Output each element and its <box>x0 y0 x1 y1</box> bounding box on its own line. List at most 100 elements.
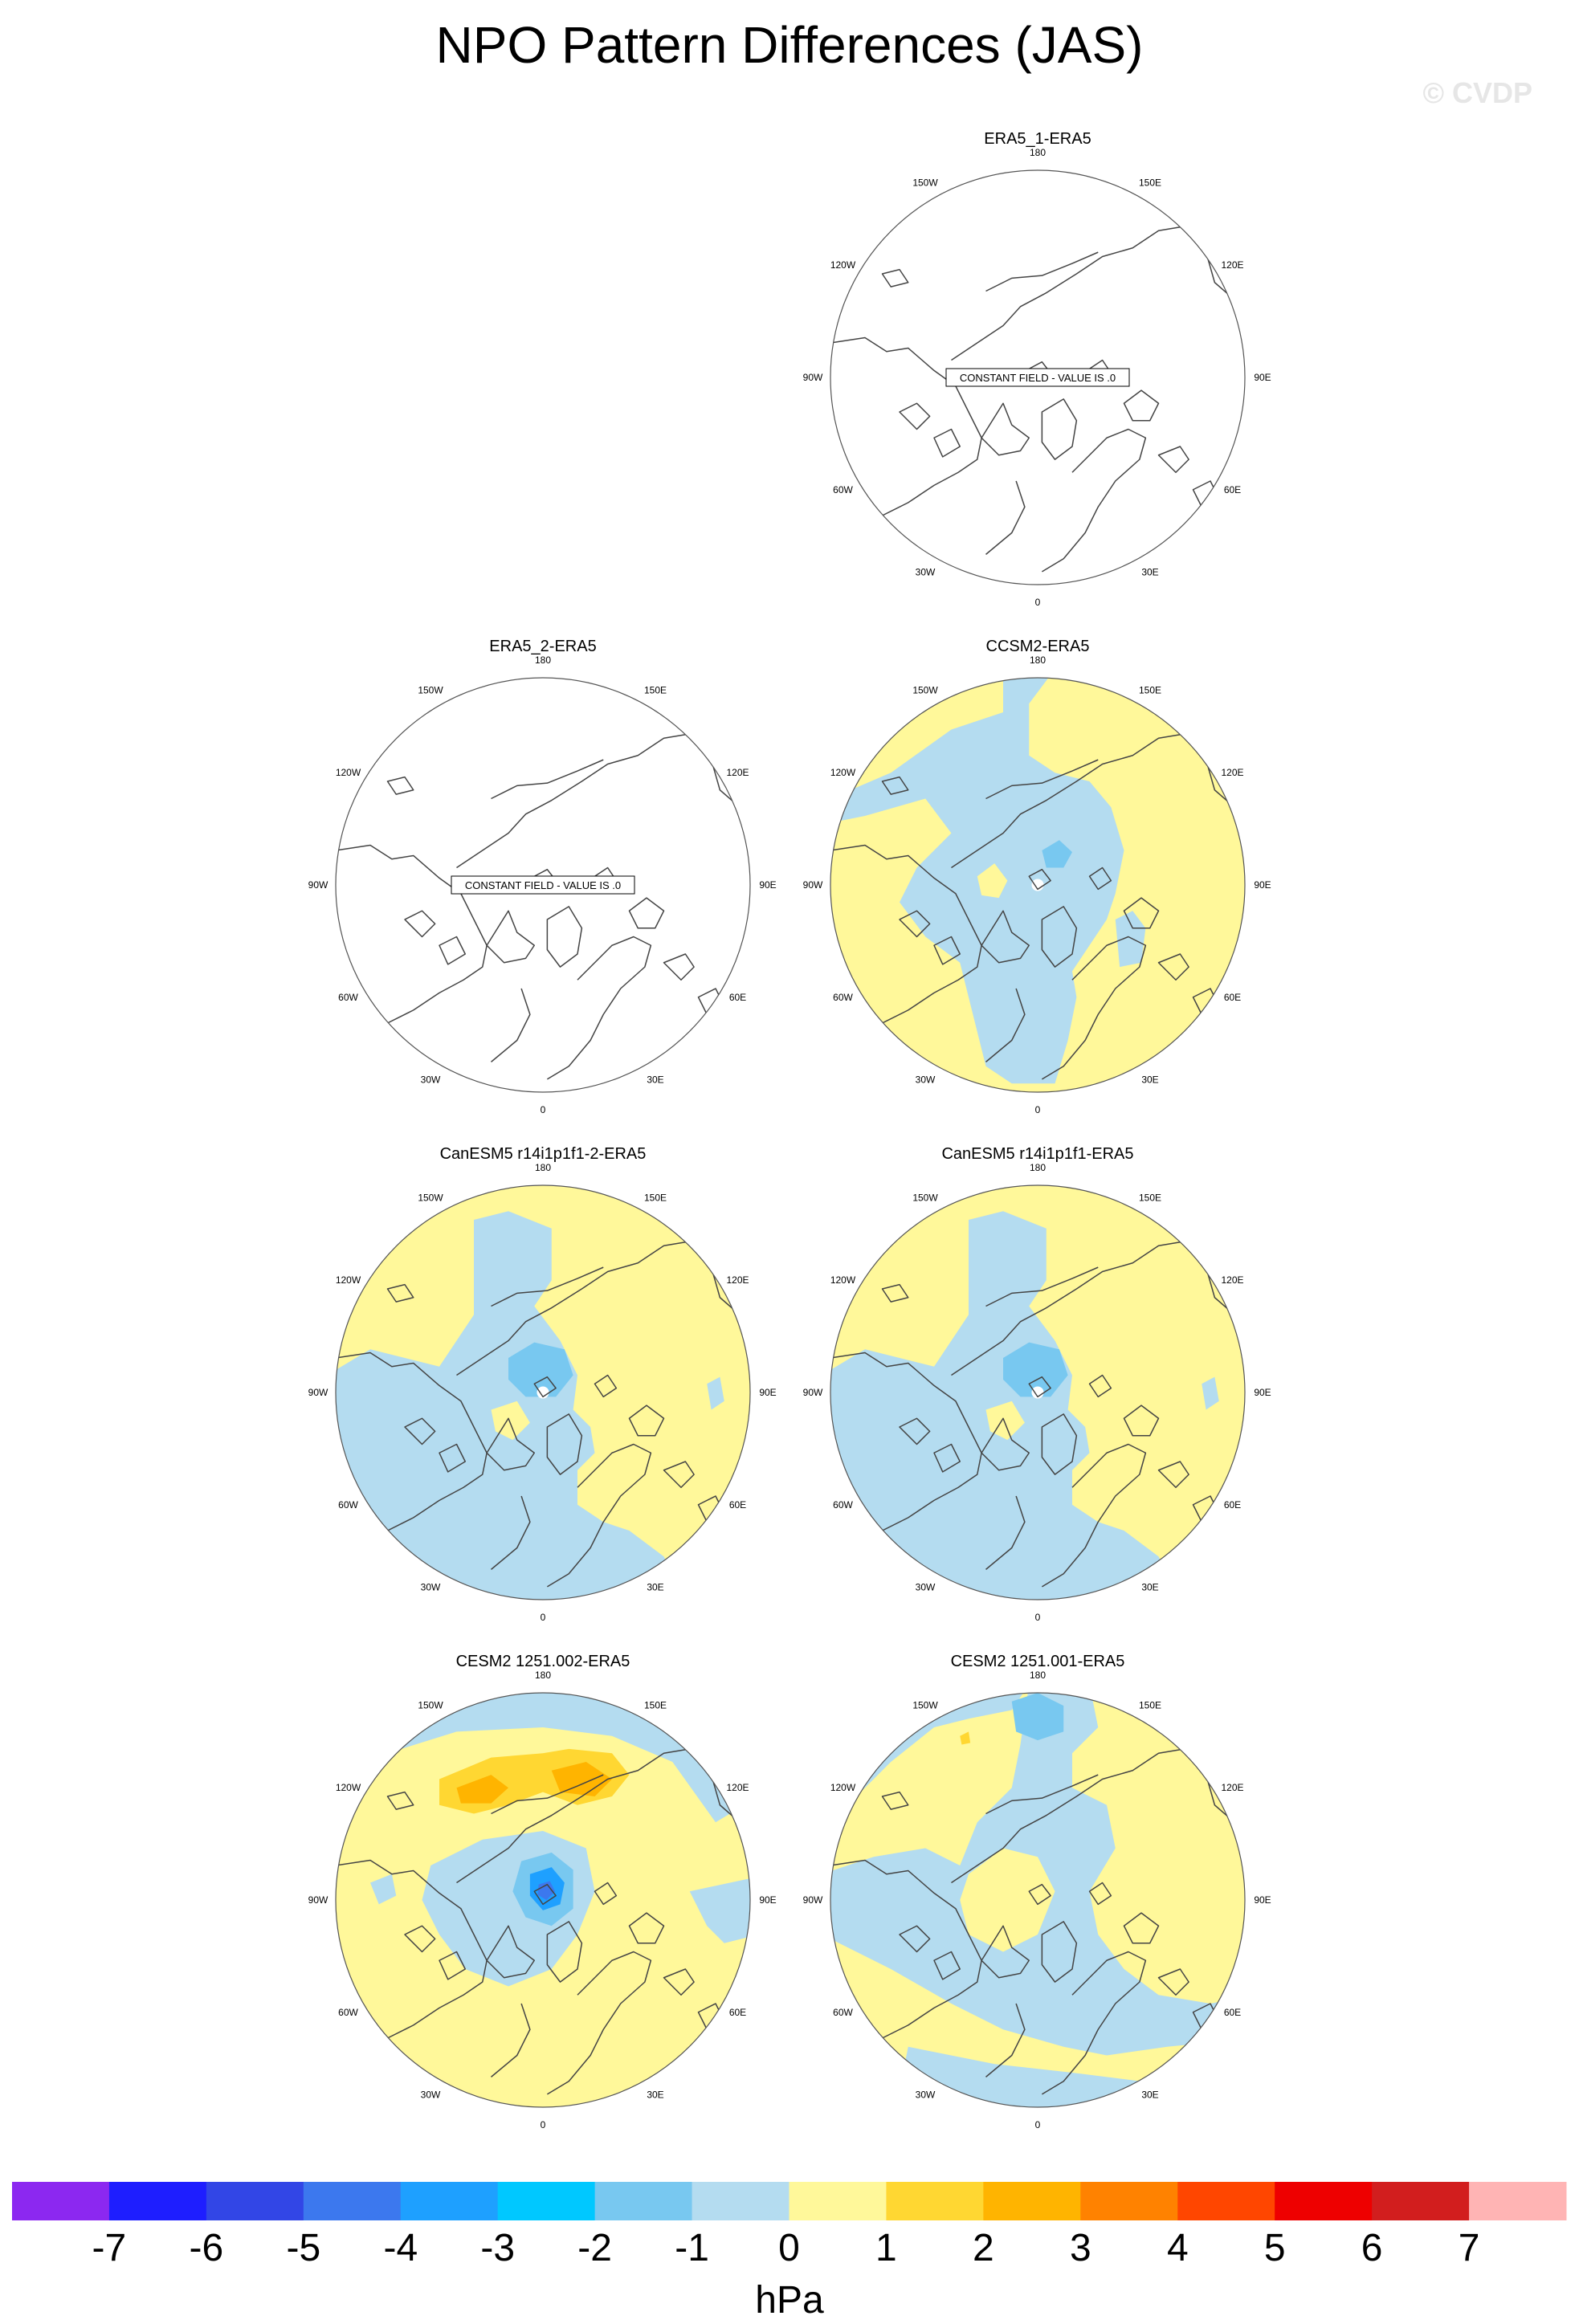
colorbar-swatch <box>1275 2182 1373 2220</box>
longitude-label: 30E <box>1141 1582 1158 1593</box>
map-border <box>830 1692 1246 2108</box>
anomaly-field <box>830 1693 1245 2107</box>
panel-title: ERA5_1-ERA5 <box>984 130 1091 148</box>
longitude-label: 150E <box>1139 1193 1161 1204</box>
colorbar-swatch <box>497 2182 596 2220</box>
longitude-label: 30E <box>1141 2090 1158 2101</box>
longitude-label: 60E <box>729 2007 746 2018</box>
map-border <box>335 1184 751 1600</box>
longitude-label: 60W <box>833 2007 853 2018</box>
map-border <box>830 169 1246 585</box>
colorbar-swatch <box>886 2182 984 2220</box>
longitude-label: 60W <box>338 992 358 1003</box>
longitude-label: 0 <box>541 1104 546 1115</box>
colorbar-units: hPa <box>755 2279 824 2322</box>
colorbar-swatch <box>206 2182 304 2220</box>
longitude-label: 150E <box>644 1193 667 1204</box>
longitude-label: 150W <box>912 685 938 696</box>
longitude-label: 180 <box>1030 1162 1046 1173</box>
longitude-label: 60W <box>833 992 853 1003</box>
colorbar-tick-label: 2 <box>973 2227 994 2269</box>
colorbar-swatch <box>1372 2182 1470 2220</box>
longitude-label: 120E <box>1221 259 1243 271</box>
longitude-label: 30W <box>421 1582 441 1593</box>
longitude-label: 120W <box>830 767 856 778</box>
longitude-label: 120W <box>336 767 361 778</box>
constant-field-box <box>451 875 635 895</box>
longitude-label: 180 <box>535 1162 551 1173</box>
constant-field-label: CONSTANT FIELD - VALUE IS .0 <box>960 372 1116 384</box>
longitude-label: 90W <box>308 1894 328 1906</box>
longitude-label: 150E <box>1139 685 1161 696</box>
longitude-label: 180 <box>1030 147 1046 158</box>
longitude-label: 90W <box>308 1387 328 1398</box>
longitude-label: 30W <box>916 1074 936 1086</box>
panel-title: CESM2 1251.001-ERA5 <box>951 1653 1125 1670</box>
map-border <box>830 1184 1246 1600</box>
longitude-label: 150W <box>912 1193 938 1204</box>
longitude-label: 90E <box>759 1894 776 1906</box>
longitude-label: 0 <box>541 2119 546 2130</box>
longitude-label: 120W <box>336 1274 361 1286</box>
colorbar-tick-label: 4 <box>1167 2227 1189 2269</box>
colorbar-swatch <box>692 2182 790 2220</box>
colorbar-tick-label: 1 <box>875 2227 897 2269</box>
colorbar-tick-label: 5 <box>1264 2227 1286 2269</box>
longitude-label: 60E <box>1224 992 1241 1003</box>
longitude-label: 30E <box>647 2090 663 2101</box>
colorbar-swatch <box>1080 2182 1178 2220</box>
colorbar: -7 -6 -5 -4 -3 -2 -1 0 1 2 3 4 5 6 7 <box>12 2182 1567 2269</box>
longitude-label: 60E <box>1224 484 1241 495</box>
longitude-label: 120E <box>1221 1274 1243 1286</box>
longitude-label: 0 <box>541 1612 546 1623</box>
longitude-label: 150E <box>1139 1700 1161 1711</box>
longitude-label: 120E <box>1221 1782 1243 1793</box>
longitude-label: 90W <box>803 879 823 891</box>
longitude-label: 150W <box>912 177 938 189</box>
longitude-label: 180 <box>535 1670 551 1681</box>
longitude-label: 120E <box>1221 767 1243 778</box>
longitude-label: 30E <box>1141 567 1158 578</box>
map-border <box>335 677 751 1093</box>
colorbar-swatch <box>789 2182 887 2220</box>
colorbar-swatch <box>594 2182 693 2220</box>
longitude-label: 150E <box>644 685 667 696</box>
figure-title: NPO Pattern Differences (JAS) <box>436 16 1144 74</box>
longitude-label: 0 <box>1035 2119 1041 2130</box>
longitude-label: 60W <box>833 484 853 495</box>
longitude-label: 0 <box>1035 1104 1041 1115</box>
longitude-label: 120W <box>830 1274 856 1286</box>
longitude-label: 120W <box>336 1782 361 1793</box>
longitude-label: 30W <box>421 2090 441 2101</box>
longitude-label: 30E <box>1141 1074 1158 1086</box>
colorbar-swatch <box>108 2182 207 2220</box>
longitude-label: 120W <box>830 1782 856 1793</box>
colorbar-tick-label: 7 <box>1459 2227 1480 2269</box>
anomaly-field <box>830 678 1245 1092</box>
anomaly-field <box>336 1185 750 1600</box>
longitude-label: 0 <box>1035 597 1041 608</box>
colorbar-tick-label: -7 <box>92 2227 127 2269</box>
constant-field-box <box>945 368 1130 387</box>
longitude-label: 60E <box>1224 1499 1241 1511</box>
colorbar-swatch <box>1469 2182 1567 2220</box>
colorbar-swatch <box>400 2182 499 2220</box>
map-border <box>830 677 1246 1093</box>
colorbar-tick-label: -2 <box>577 2227 612 2269</box>
constant-field-label: CONSTANT FIELD - VALUE IS .0 <box>465 879 621 891</box>
anomaly-field <box>336 1693 750 2107</box>
colorbar-swatch <box>983 2182 1081 2220</box>
longitude-label: 90W <box>803 372 823 383</box>
colorbar-tick-label: -1 <box>675 2227 709 2269</box>
colorbar-tick-label: 0 <box>778 2227 800 2269</box>
longitude-label: 180 <box>535 654 551 666</box>
longitude-label: 30E <box>647 1074 663 1086</box>
longitude-label: 120E <box>726 1782 749 1793</box>
panel-title: CCSM2-ERA5 <box>986 638 1090 655</box>
colorbar-tick-label: -3 <box>480 2227 515 2269</box>
longitude-label: 60E <box>1224 2007 1241 2018</box>
